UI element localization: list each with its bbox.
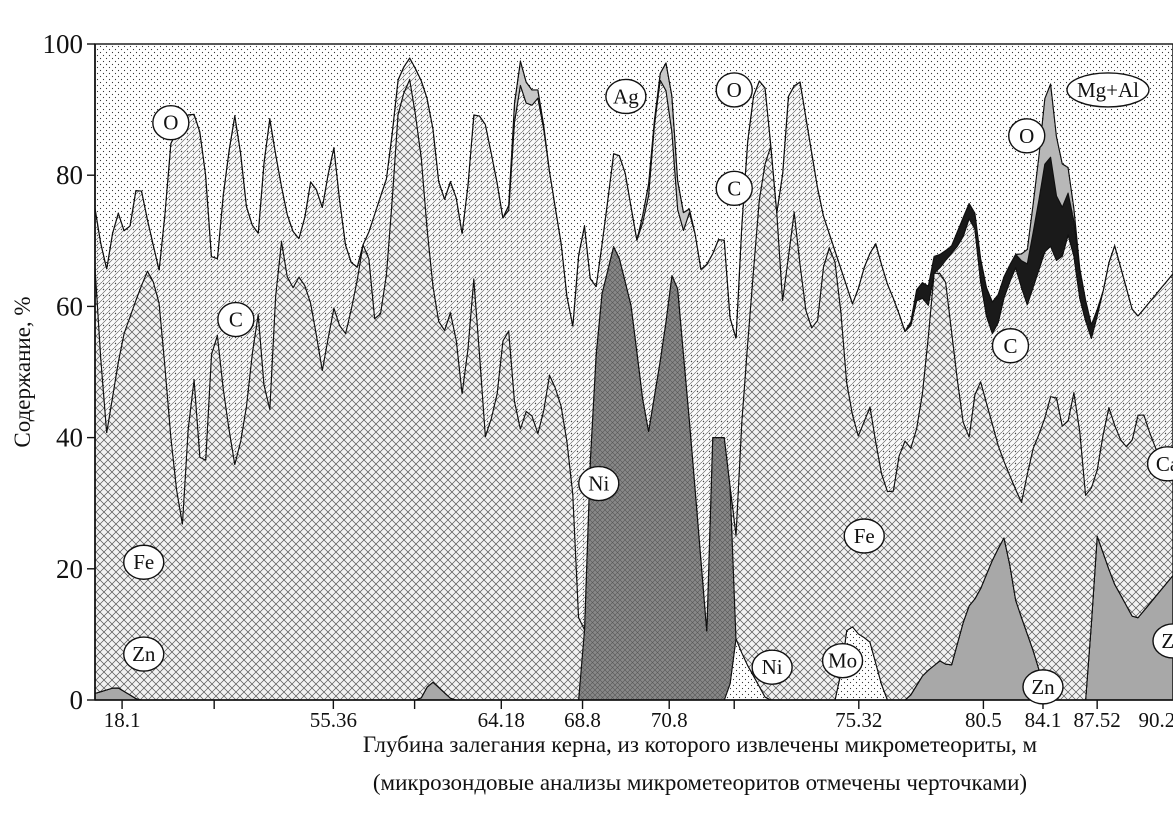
plot-area xyxy=(94,43,1173,701)
label-text: O xyxy=(1019,124,1034,148)
x-axis-title: Глубина залегания керна, из которого изв… xyxy=(363,732,1038,757)
label-oval xyxy=(123,636,165,672)
y-tick-label: 20 xyxy=(56,554,83,584)
region-label: Zn xyxy=(1152,623,1173,659)
label-oval xyxy=(821,642,864,679)
region-label: O xyxy=(1008,118,1046,154)
label-text: Ni xyxy=(762,655,783,679)
x-tick-label: 55.36 xyxy=(310,708,357,732)
label-oval xyxy=(715,170,753,207)
region-label: O xyxy=(715,72,753,108)
region-label: Ni xyxy=(578,465,620,502)
label-text: C xyxy=(229,308,243,332)
region-label: C xyxy=(715,170,753,207)
label-oval xyxy=(1152,623,1173,659)
x-axis-note: (микрозондовые анализы микрометеоритов о… xyxy=(373,770,1027,795)
label-oval xyxy=(217,301,255,338)
label-oval xyxy=(1066,72,1150,108)
region-label: C xyxy=(991,328,1030,364)
region-label: O xyxy=(152,105,190,141)
label-text: Zn xyxy=(132,642,156,666)
region-label: Fe xyxy=(123,544,165,580)
y-axis-title: Содержание, % xyxy=(10,296,35,447)
x-tick-label: 75.32 xyxy=(835,708,882,732)
y-tick-label: 40 xyxy=(56,423,83,453)
region-label: Zn xyxy=(1022,669,1064,705)
label-text: Ag xyxy=(613,84,639,108)
region-label: Fe xyxy=(843,518,885,554)
region-labels: O C Fe Zn Ag O C Ni Ni Mo Fe O C Zn Mg+Al Ca Zn xyxy=(123,72,1173,705)
label-text: Fe xyxy=(854,524,875,548)
label-text: Ca xyxy=(1156,452,1173,476)
label-oval xyxy=(152,105,190,141)
label-oval xyxy=(715,72,753,108)
region-label: Ni xyxy=(751,649,793,685)
y-tick-label: 60 xyxy=(56,291,83,321)
x-tick-label: 84.1 xyxy=(1025,708,1062,732)
y-tick-label: 100 xyxy=(43,29,84,59)
label-text: Zn xyxy=(1031,675,1055,699)
label-oval xyxy=(1022,669,1064,705)
region-label: Mg+Al xyxy=(1066,72,1150,108)
label-text: O xyxy=(727,78,742,102)
x-tick-label: 68.8 xyxy=(564,708,601,732)
label-text: Fe xyxy=(133,550,154,574)
x-tick-label: 90.21 xyxy=(1139,708,1173,732)
label-oval xyxy=(123,544,165,580)
label-oval xyxy=(578,465,620,502)
label-text: Mo xyxy=(828,649,857,673)
x-tick-label: 18.1 xyxy=(104,708,141,732)
x-tick-label: 64.18 xyxy=(478,708,525,732)
label-oval xyxy=(1008,118,1046,154)
label-oval xyxy=(843,518,885,554)
label-oval xyxy=(1146,446,1173,482)
x-tick-label: 87.52 xyxy=(1074,708,1121,732)
x-axis: 18.1 55.36 64.18 68.8 70.8 75.32 80.5 84.1 87.52… xyxy=(95,699,1173,732)
x-tick-label: 70.8 xyxy=(651,708,688,732)
region-label: Mo xyxy=(821,642,864,679)
label-text: C xyxy=(1003,334,1017,358)
region-label: Ag xyxy=(605,78,647,115)
region-label: Zn xyxy=(123,636,165,672)
label-oval xyxy=(605,78,647,115)
y-tick-label: 80 xyxy=(56,160,83,190)
label-text: Ni xyxy=(588,472,609,496)
label-text: C xyxy=(727,176,741,200)
y-tick-label: 0 xyxy=(70,685,84,715)
y-axis: 0 20 40 60 80 100 xyxy=(43,29,96,715)
label-oval xyxy=(991,328,1030,364)
region-label: Ca xyxy=(1146,446,1173,482)
label-text: O xyxy=(163,111,178,135)
label-oval xyxy=(751,649,793,685)
x-tick-label: 80.5 xyxy=(965,708,1002,732)
region-label: C xyxy=(217,301,255,338)
label-text: Mg+Al xyxy=(1077,78,1139,102)
label-text: Zn xyxy=(1161,629,1173,653)
